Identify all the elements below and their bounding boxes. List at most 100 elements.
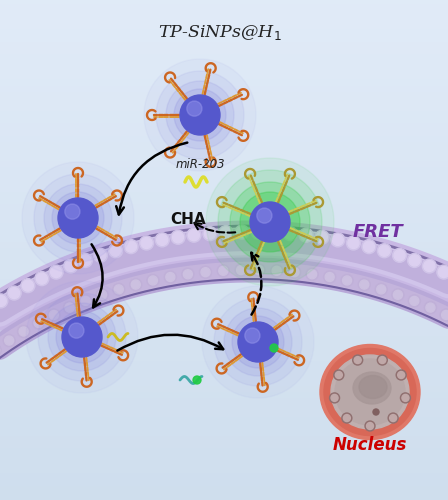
- Circle shape: [157, 234, 168, 246]
- Text: miR-203: miR-203: [175, 158, 225, 172]
- FancyArrowPatch shape: [194, 223, 235, 232]
- Circle shape: [437, 265, 448, 279]
- Circle shape: [201, 268, 210, 276]
- Circle shape: [219, 266, 228, 276]
- Circle shape: [49, 310, 58, 320]
- Circle shape: [426, 303, 435, 312]
- Circle shape: [315, 230, 329, 244]
- Circle shape: [299, 228, 313, 242]
- Circle shape: [171, 230, 185, 244]
- Bar: [0, 312, 448, 319]
- Bar: [0, 286, 448, 294]
- Circle shape: [330, 393, 340, 403]
- Bar: [0, 99, 448, 106]
- Bar: [0, 299, 448, 306]
- Circle shape: [113, 284, 125, 296]
- Circle shape: [199, 266, 211, 278]
- Circle shape: [254, 266, 263, 274]
- Bar: [0, 318, 448, 325]
- Circle shape: [392, 248, 407, 262]
- Bar: [0, 330, 448, 338]
- Bar: [0, 205, 448, 212]
- Circle shape: [235, 264, 247, 276]
- Circle shape: [272, 266, 281, 276]
- Circle shape: [148, 276, 157, 285]
- Bar: [0, 336, 448, 344]
- Bar: [0, 262, 448, 269]
- Circle shape: [166, 81, 234, 149]
- Bar: [0, 292, 448, 300]
- Circle shape: [62, 317, 102, 357]
- Text: Nucleus: Nucleus: [333, 436, 407, 454]
- Circle shape: [217, 265, 229, 277]
- Circle shape: [9, 288, 20, 298]
- Bar: [0, 74, 448, 81]
- Bar: [0, 305, 448, 312]
- Bar: [0, 168, 448, 175]
- Circle shape: [237, 266, 246, 274]
- Circle shape: [289, 266, 301, 278]
- Circle shape: [51, 266, 62, 278]
- Ellipse shape: [353, 372, 391, 404]
- Circle shape: [156, 71, 244, 159]
- Circle shape: [346, 236, 361, 250]
- Bar: [0, 106, 448, 112]
- Bar: [0, 68, 448, 75]
- Circle shape: [442, 310, 448, 320]
- Bar: [0, 186, 448, 194]
- Bar: [0, 5, 448, 12]
- Circle shape: [187, 228, 201, 242]
- Circle shape: [271, 265, 283, 277]
- Circle shape: [204, 228, 215, 239]
- Circle shape: [257, 208, 272, 223]
- Circle shape: [358, 278, 370, 290]
- Circle shape: [331, 394, 338, 402]
- Circle shape: [155, 233, 169, 247]
- Bar: [0, 62, 448, 68]
- Circle shape: [49, 265, 63, 279]
- Circle shape: [393, 290, 402, 300]
- Circle shape: [189, 230, 199, 240]
- FancyArrowPatch shape: [251, 252, 262, 314]
- Circle shape: [422, 259, 436, 273]
- Circle shape: [26, 281, 138, 393]
- Bar: [0, 412, 448, 419]
- Circle shape: [44, 184, 112, 252]
- Circle shape: [230, 182, 310, 262]
- Bar: [0, 12, 448, 18]
- Text: TP-SiNPs@H$_1$: TP-SiNPs@H$_1$: [158, 22, 282, 42]
- Bar: [0, 118, 448, 125]
- Bar: [0, 393, 448, 400]
- Bar: [0, 149, 448, 156]
- Circle shape: [365, 421, 375, 431]
- Circle shape: [401, 393, 410, 403]
- Circle shape: [316, 232, 327, 243]
- Circle shape: [308, 270, 317, 278]
- Bar: [0, 474, 448, 481]
- Circle shape: [218, 170, 322, 274]
- Circle shape: [363, 241, 375, 252]
- Circle shape: [306, 268, 318, 280]
- Circle shape: [193, 376, 201, 384]
- Circle shape: [235, 225, 249, 239]
- Circle shape: [424, 260, 435, 272]
- Bar: [0, 355, 448, 362]
- Bar: [0, 18, 448, 25]
- Bar: [0, 192, 448, 200]
- Circle shape: [34, 174, 122, 262]
- Bar: [0, 480, 448, 488]
- Circle shape: [80, 295, 92, 307]
- Circle shape: [206, 158, 334, 286]
- Circle shape: [409, 255, 420, 266]
- Circle shape: [290, 268, 299, 276]
- Circle shape: [353, 355, 363, 365]
- Circle shape: [33, 317, 44, 329]
- Bar: [0, 424, 448, 431]
- Circle shape: [65, 260, 76, 272]
- Circle shape: [301, 230, 311, 240]
- Circle shape: [35, 272, 49, 285]
- Bar: [0, 274, 448, 281]
- Bar: [0, 218, 448, 225]
- Bar: [0, 93, 448, 100]
- Bar: [0, 405, 448, 412]
